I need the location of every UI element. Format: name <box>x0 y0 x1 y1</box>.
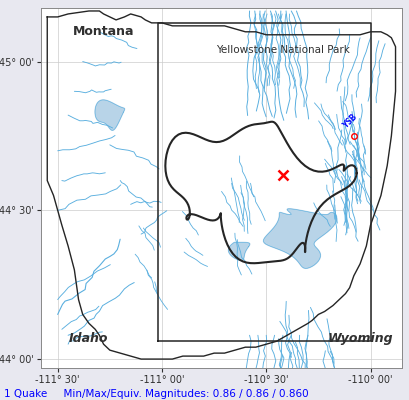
Text: Yellowstone National Park: Yellowstone National Park <box>216 45 349 55</box>
Polygon shape <box>95 100 124 130</box>
Polygon shape <box>228 242 249 260</box>
Text: Montana: Montana <box>73 25 134 38</box>
Text: Idaho: Idaho <box>69 332 108 345</box>
Text: Wyoming: Wyoming <box>326 332 392 345</box>
Polygon shape <box>47 11 395 359</box>
Polygon shape <box>263 209 336 268</box>
Polygon shape <box>165 122 356 263</box>
Text: 1 Quake     Min/Max/Equiv. Magnitudes: 0.86 / 0.86 / 0.860: 1 Quake Min/Max/Equiv. Magnitudes: 0.86 … <box>4 389 308 399</box>
Text: YSB: YSB <box>340 112 357 130</box>
